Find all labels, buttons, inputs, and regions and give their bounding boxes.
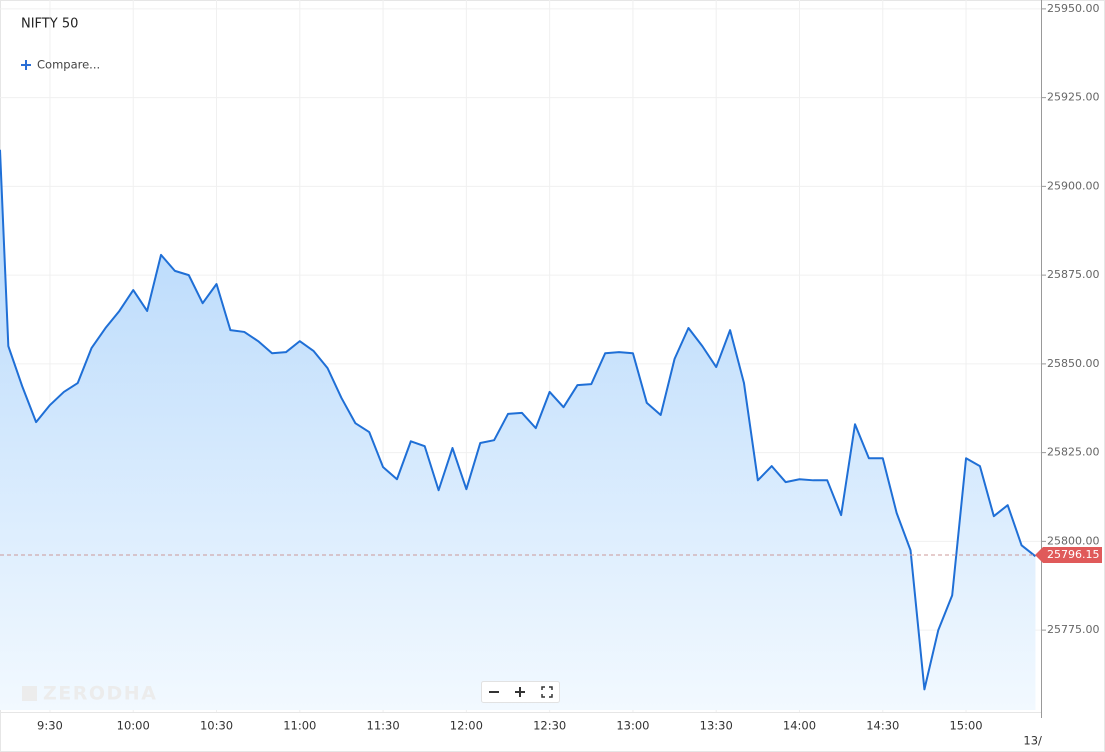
watermark: ZERODHA — [22, 683, 157, 705]
y-tick-label: 25775.00 — [1047, 623, 1100, 636]
y-tick-label: 25800.00 — [1047, 534, 1100, 547]
x-tick-label: 13:00 — [616, 719, 649, 733]
y-tick-label: 25875.00 — [1047, 268, 1100, 281]
x-tick-label: 14:00 — [783, 719, 816, 733]
x-tick-label: 15:00 — [949, 719, 982, 733]
x-date-label: 13/ — [1023, 734, 1042, 748]
watermark-text: ZERODHA — [43, 683, 157, 705]
y-tick-label: 25950.00 — [1047, 2, 1100, 15]
area — [0, 149, 1036, 710]
y-tick-label: 25850.00 — [1047, 357, 1100, 370]
x-tick-label: 10:30 — [200, 719, 233, 733]
x-tick-label: 12:00 — [450, 719, 483, 733]
x-tick-label: 11:30 — [367, 719, 400, 733]
x-tick-label: 12:30 — [533, 719, 566, 733]
y-tick-label: 25900.00 — [1047, 179, 1100, 192]
fullscreen-button[interactable] — [541, 686, 553, 698]
x-tick-label: 10:00 — [117, 719, 150, 733]
price-line — [0, 149, 1037, 691]
x-tick-label: 11:00 — [283, 719, 316, 733]
chart-title: NIFTY 50 — [21, 17, 78, 32]
compare-label[interactable]: Compare... — [37, 58, 100, 72]
last-value-tag — [1035, 547, 1102, 564]
x-tick-label: 9:30 — [37, 719, 63, 733]
x-tick-label: 14:30 — [866, 719, 899, 733]
y-tick-label: 25825.00 — [1047, 446, 1100, 459]
zoom-in-button[interactable] — [515, 687, 525, 697]
plot-area — [0, 149, 1041, 710]
last-value-label: 25796.15 — [1047, 548, 1100, 561]
zoom-controls — [481, 681, 560, 703]
watermark-icon — [22, 686, 37, 701]
compare-button[interactable]: Compare... — [21, 58, 100, 72]
x-tick-label: 13:30 — [700, 719, 733, 733]
y-tick-label: 25925.00 — [1047, 91, 1100, 104]
